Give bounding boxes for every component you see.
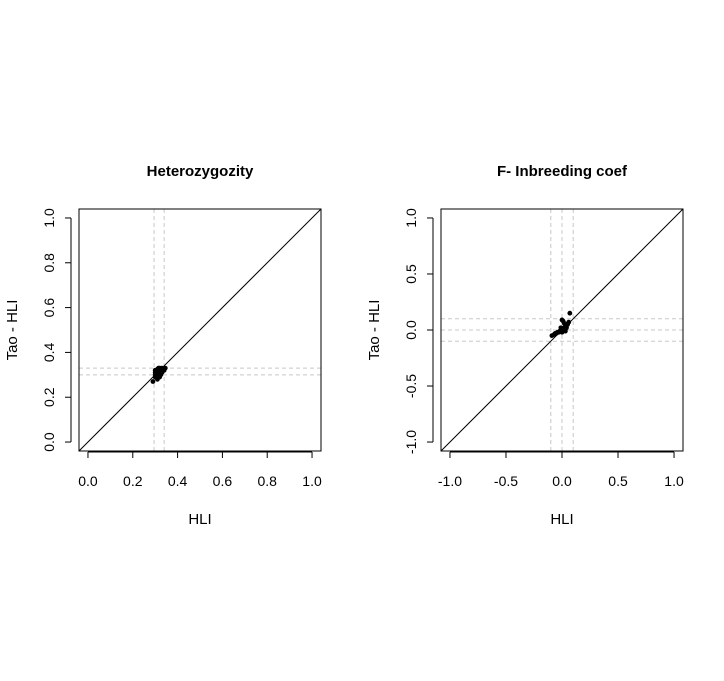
x-tick-label: 1.0: [664, 473, 684, 489]
data-point: [156, 371, 161, 377]
y-axis-label: Tao - HLI: [4, 300, 21, 361]
x-tick-label: 0.4: [168, 473, 188, 489]
data-point: [150, 379, 156, 384]
x-axis-label: HLI: [188, 511, 211, 528]
x-tick-label: 0.2: [123, 473, 143, 489]
x-tick-label: -1.0: [438, 473, 462, 489]
y-tick-label: 1.0: [403, 208, 419, 228]
plot-frame: [440, 208, 684, 452]
x-tick-label: 0.0: [78, 473, 98, 489]
y-tick-label: 0.5: [403, 264, 419, 284]
inbreeding-coef-panel: F- Inbreeding coef HLI Tao - HLI -1.0 -0.…: [366, 163, 684, 528]
heterozygozity-panel: Heterozygozity HLI Tao - HLI 0.0 0.2 0.4 0.…: [4, 163, 322, 528]
y-axis-label: Tao - HLI: [366, 300, 383, 361]
data-point: [160, 366, 166, 372]
y-tick-label: -0.5: [403, 374, 419, 398]
x-tick-label: -0.5: [494, 473, 518, 489]
y-tick-label: 0.6: [41, 298, 57, 318]
data-point: [562, 328, 568, 334]
y-tick-label: 1.0: [41, 208, 57, 228]
chart-title: F- Inbreeding coef: [497, 163, 628, 180]
x-tick-label: 0.6: [213, 473, 233, 489]
y-tick-label: 0.2: [41, 387, 57, 407]
x-tick-label: 0.5: [608, 473, 628, 489]
x-axis-label: HLI: [550, 511, 573, 528]
data-point: [558, 325, 564, 331]
plot-frame: [78, 208, 322, 452]
data-point: [566, 319, 572, 325]
y-tick-label: 0.8: [41, 253, 57, 273]
data-point: [567, 310, 573, 316]
y-tick-label: 0.0: [41, 432, 57, 452]
identity-line: [78, 208, 322, 452]
y-tick-label: 0.0: [403, 320, 419, 340]
x-tick-label: 0.0: [552, 473, 572, 489]
y-tick-label: 0.4: [41, 342, 57, 362]
y-tick-label: -1.0: [403, 430, 419, 454]
data-point: [561, 320, 567, 326]
data-point: [152, 367, 158, 373]
chart-title: Heterozygozity: [147, 163, 254, 180]
x-tick-label: 0.8: [257, 473, 277, 489]
x-tick-label: 1.0: [302, 473, 322, 489]
